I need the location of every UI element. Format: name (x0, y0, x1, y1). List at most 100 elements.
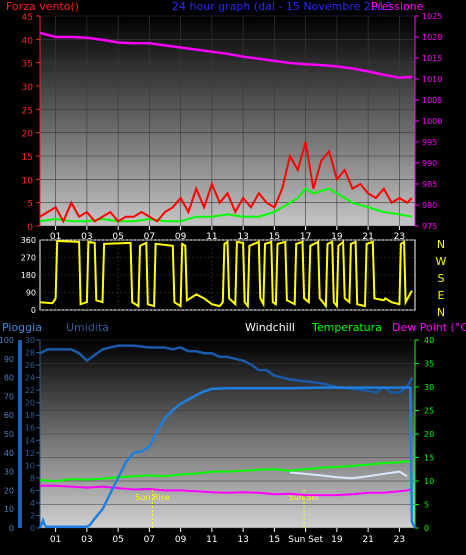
humidity-axis-bar (18, 340, 22, 528)
direction-tick-label: 360 (21, 236, 36, 245)
temperature-tick-label: 15 (424, 454, 434, 463)
pressure-tick-label: 1020 (422, 33, 442, 42)
hour-tick-label: 17 (300, 232, 311, 242)
rain-tick-label: 20 (25, 399, 35, 408)
pressure-line (39, 31, 412, 79)
hour-tick-label: 09 (175, 232, 187, 242)
graph-title: 24 hour graph (dal - 15 Novembre 2013 (172, 0, 392, 13)
wind-gust-line (39, 187, 413, 223)
hour-tick-label: 21 (362, 535, 373, 545)
pressure-tick-label: 1000 (422, 117, 442, 126)
dewpoint-line (40, 484, 413, 497)
temperature-tick-label: 40 (424, 336, 434, 345)
rain-line (38, 386, 417, 529)
sun-marker-label: Sun Set (289, 493, 320, 502)
temperature-label: Temperatura (311, 321, 382, 334)
dewpoint-label: Dew Point (°C) (392, 321, 466, 334)
rain-tick-label: 12 (25, 449, 35, 458)
pressure-tick-label: 1005 (422, 96, 442, 105)
hour-tick-label: 01 (50, 535, 61, 545)
hour-tick-label: 23 (394, 535, 405, 545)
compass-label: W (436, 255, 447, 268)
hour-tick-label: 13 (237, 535, 248, 545)
compass-label: N (437, 238, 445, 251)
temperature-tick-label: 35 (424, 360, 434, 369)
hour-tick-label: 23 (394, 232, 405, 242)
hour-tick-label: 11 (206, 535, 217, 545)
humidity-tick-label: 50 (4, 430, 14, 439)
hour-tick-label: 07 (144, 232, 155, 242)
temperature-tick-label: 20 (424, 430, 434, 439)
wind-tick-label: 45 (22, 13, 33, 23)
pressure-label: Pressione (371, 0, 424, 13)
wind-tick-label: 0 (27, 223, 33, 233)
hour-tick-label: 11 (206, 232, 217, 242)
rain-tick-label: 18 (25, 411, 35, 420)
wind-tick-label: 35 (22, 60, 33, 70)
temperature-tick-label: 30 (424, 383, 434, 392)
wind-tick-label: 40 (22, 36, 34, 46)
hour-tick-label: 15 (269, 535, 280, 545)
hour-tick-label: 01 (50, 232, 61, 242)
rain-tick-label: 4 (30, 499, 35, 508)
windchill-line (289, 470, 408, 480)
temperature-axis: 0 5 10 15 20 25 30 35 40 (414, 336, 434, 533)
pressure-axis: 975 980 985 990 995 1000 1005 1010 1015 1020 1025 (414, 12, 442, 231)
compass-label: N (437, 306, 445, 319)
pressure-tick-label: 995 (422, 138, 437, 147)
pressure-tick-label: 980 (422, 201, 437, 210)
hour-tick-label: 21 (362, 232, 373, 242)
pressure-tick-label: 990 (422, 159, 437, 168)
wind-tick-label: 25 (22, 106, 33, 116)
humidity-tick-label: 90 (4, 355, 14, 364)
pressure-tick-label: 975 (422, 222, 437, 231)
wind-tick-label: 15 (22, 153, 33, 163)
hour-tick-label: Sun Set (288, 535, 323, 545)
pressure-tick-label: 985 (422, 180, 437, 189)
humidity-label: Umidita (66, 321, 109, 334)
rain-tick-label: 28 (25, 349, 35, 358)
rain-tick-label: 6 (30, 486, 35, 495)
hour-tick-label: 19 (331, 232, 343, 242)
rain-tick-label: 26 (25, 361, 35, 370)
humidity-tick-label: 60 (4, 411, 14, 420)
rain-tick-label: 14 (25, 436, 35, 445)
hour-tick-label: 13 (237, 232, 248, 242)
compass-label: S (438, 272, 445, 285)
pressure-tick-label: 1025 (422, 12, 442, 21)
sun-markers: Sun Rise Sun Set (135, 490, 320, 528)
hour-axis-top: 01 03 05 07 09 11 13 15 17 19 21 23 (50, 226, 405, 242)
wind-tick-label: 10 (22, 176, 34, 186)
direction-tick-label: 180 (21, 271, 36, 280)
hour-tick-label: 05 (112, 535, 123, 545)
hour-tick-label: 03 (81, 535, 92, 545)
hour-tick-label: 15 (269, 232, 280, 242)
rain-tick-label: 10 (25, 461, 35, 470)
hour-tick-label: 19 (331, 535, 343, 545)
rain-tick-label: 8 (30, 474, 35, 483)
temperature-tick-label: 10 (424, 477, 434, 486)
hour-tick-label: 09 (175, 535, 187, 545)
wind-tick-label: 30 (22, 83, 34, 93)
windchill-label: Windchill (245, 321, 295, 334)
humidity-tick-label: 0 (9, 524, 14, 533)
temperature-tick-label: 0 (424, 524, 429, 533)
rain-label: Pioggia (2, 321, 42, 334)
rain-tick-label: 16 (25, 424, 35, 433)
rain-tick-label: 2 (30, 511, 35, 520)
wind-speed-line (39, 141, 413, 224)
direction-axis: 0 90 180 270 360 (21, 236, 36, 315)
wind-tick-label: 20 (22, 130, 34, 140)
direction-tick-label: 0 (31, 306, 36, 315)
wind-direction-line (39, 239, 413, 309)
humidity-tick-label: 20 (4, 486, 14, 495)
humidity-tick-label: 30 (4, 468, 14, 477)
wind-force-label: Forza vento() (6, 0, 79, 13)
temperature-tick-label: 5 (424, 501, 429, 510)
humidity-tick-label: 10 (4, 505, 14, 514)
humidity-tick-label: 70 (4, 392, 14, 401)
humidity-tick-label: 80 (4, 374, 14, 383)
hour-tick-label: 05 (112, 232, 123, 242)
